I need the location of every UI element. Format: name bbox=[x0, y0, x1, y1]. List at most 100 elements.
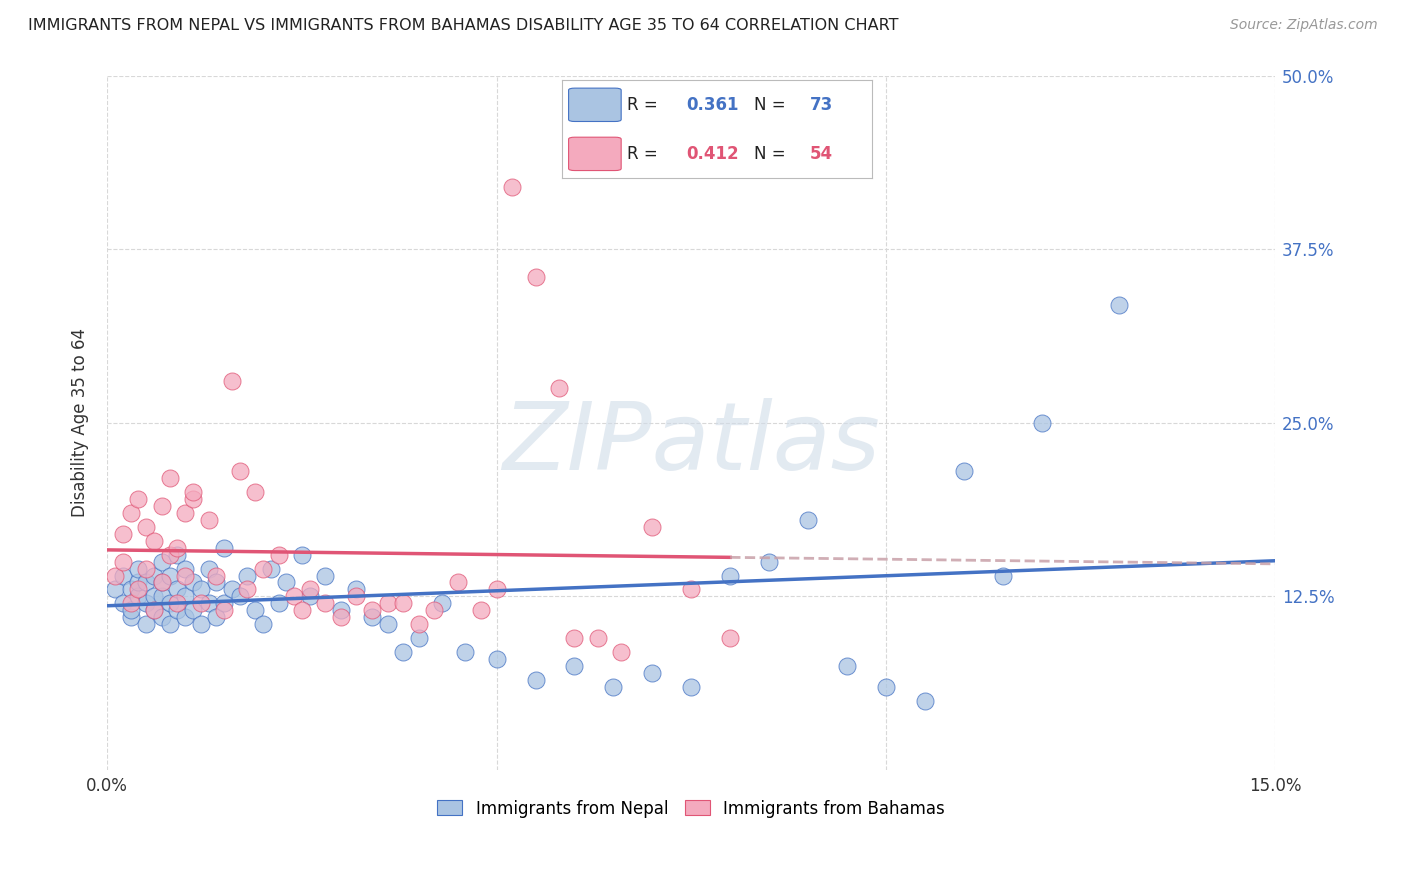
Point bbox=[104, 582, 127, 597]
Point bbox=[120, 610, 142, 624]
Point bbox=[260, 561, 283, 575]
Point bbox=[150, 590, 173, 604]
Point bbox=[718, 568, 741, 582]
Point bbox=[120, 582, 142, 597]
Text: 73: 73 bbox=[810, 95, 834, 114]
Point bbox=[143, 590, 166, 604]
Point bbox=[127, 590, 149, 604]
Point bbox=[120, 596, 142, 610]
Point bbox=[236, 582, 259, 597]
Point bbox=[150, 610, 173, 624]
Point bbox=[127, 582, 149, 597]
Point bbox=[914, 693, 936, 707]
Point bbox=[135, 575, 157, 590]
Point bbox=[245, 485, 267, 500]
Text: 54: 54 bbox=[810, 145, 832, 163]
Text: ZIPatlas: ZIPatlas bbox=[502, 398, 880, 489]
Point bbox=[758, 555, 780, 569]
Point bbox=[205, 568, 228, 582]
Point bbox=[524, 269, 547, 284]
Point bbox=[276, 575, 298, 590]
Point bbox=[166, 582, 188, 597]
Point bbox=[236, 568, 259, 582]
Point bbox=[501, 179, 523, 194]
Point bbox=[159, 596, 181, 610]
Text: 0.361: 0.361 bbox=[686, 95, 738, 114]
Point bbox=[135, 520, 157, 534]
Point bbox=[564, 631, 586, 645]
FancyBboxPatch shape bbox=[568, 137, 621, 170]
Point bbox=[120, 506, 142, 520]
Point bbox=[485, 652, 508, 666]
Point bbox=[681, 582, 703, 597]
Point bbox=[586, 631, 609, 645]
Text: IMMIGRANTS FROM NEPAL VS IMMIGRANTS FROM BAHAMAS DISABILITY AGE 35 TO 64 CORRELA: IMMIGRANTS FROM NEPAL VS IMMIGRANTS FROM… bbox=[28, 18, 898, 33]
Point bbox=[190, 617, 212, 632]
Point bbox=[228, 464, 250, 478]
Point bbox=[252, 617, 274, 632]
Text: 0.412: 0.412 bbox=[686, 145, 738, 163]
Point bbox=[111, 568, 134, 582]
Point bbox=[111, 596, 134, 610]
Point bbox=[143, 603, 166, 617]
Text: R =: R = bbox=[627, 95, 664, 114]
Point bbox=[150, 575, 173, 590]
Point bbox=[150, 499, 173, 513]
Point bbox=[190, 582, 212, 597]
Point bbox=[547, 381, 569, 395]
Point bbox=[346, 590, 368, 604]
Point bbox=[797, 513, 820, 527]
Point bbox=[205, 575, 228, 590]
Point bbox=[875, 680, 897, 694]
Point bbox=[329, 603, 352, 617]
Point bbox=[197, 561, 219, 575]
Point bbox=[205, 610, 228, 624]
Point bbox=[454, 645, 477, 659]
Point bbox=[470, 603, 492, 617]
Point bbox=[166, 548, 188, 562]
Point bbox=[159, 548, 181, 562]
Point bbox=[174, 561, 197, 575]
Text: R =: R = bbox=[627, 145, 664, 163]
Point bbox=[952, 464, 974, 478]
Point bbox=[135, 617, 157, 632]
Point bbox=[392, 596, 415, 610]
Point bbox=[252, 561, 274, 575]
Point bbox=[159, 471, 181, 485]
Point bbox=[377, 596, 399, 610]
Point bbox=[120, 603, 142, 617]
Point bbox=[212, 541, 235, 555]
Point bbox=[1108, 298, 1130, 312]
Point bbox=[135, 561, 157, 575]
Text: N =: N = bbox=[754, 95, 792, 114]
Point bbox=[564, 658, 586, 673]
Point bbox=[181, 492, 204, 507]
Point bbox=[681, 680, 703, 694]
Point bbox=[111, 527, 134, 541]
Point bbox=[267, 596, 290, 610]
Point bbox=[127, 575, 149, 590]
Point bbox=[111, 555, 134, 569]
Point bbox=[166, 603, 188, 617]
Point bbox=[314, 568, 336, 582]
Point bbox=[174, 506, 197, 520]
Point bbox=[329, 610, 352, 624]
Point bbox=[143, 568, 166, 582]
Point bbox=[408, 631, 430, 645]
Point bbox=[228, 590, 250, 604]
Point bbox=[524, 673, 547, 687]
Point bbox=[150, 555, 173, 569]
Point bbox=[174, 590, 197, 604]
Point bbox=[361, 603, 384, 617]
Point bbox=[610, 645, 633, 659]
Point bbox=[181, 485, 204, 500]
Point bbox=[641, 665, 664, 680]
Point bbox=[221, 374, 243, 388]
Point bbox=[423, 603, 446, 617]
Point bbox=[291, 548, 314, 562]
Point bbox=[291, 603, 314, 617]
Point bbox=[314, 596, 336, 610]
Point bbox=[991, 568, 1014, 582]
Point bbox=[166, 596, 188, 610]
Point bbox=[150, 575, 173, 590]
